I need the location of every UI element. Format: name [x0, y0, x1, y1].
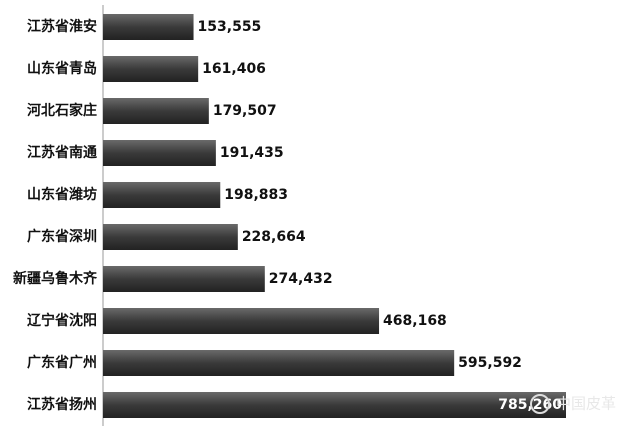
value-label: 595,592 [458, 355, 522, 371]
bar [103, 14, 194, 40]
bar [103, 140, 216, 166]
value-label: 161,406 [202, 61, 266, 77]
category-label: 江苏省淮安 [27, 18, 97, 35]
bar [103, 308, 380, 334]
bar [103, 56, 199, 82]
value-label: 468,168 [383, 313, 447, 329]
category-label: 辽宁省沈阳 [27, 312, 97, 329]
watermark-icon [530, 394, 550, 414]
bar [103, 392, 566, 418]
category-label: 广东省深圳 [27, 228, 97, 245]
category-label: 山东省青岛 [27, 60, 97, 77]
value-label: 179,507 [213, 103, 277, 119]
category-label: 新疆乌鲁木齐 [13, 270, 98, 287]
watermark-text: 中国皮革 [556, 395, 616, 413]
category-label: 广东省广州 [27, 354, 97, 371]
bar [103, 224, 238, 250]
category-label: 江苏省扬州 [27, 396, 97, 413]
bar [103, 98, 209, 124]
watermark: 中国皮革 [530, 394, 616, 414]
bar [103, 182, 221, 208]
value-label: 191,435 [220, 145, 284, 161]
bar [103, 350, 455, 376]
category-label: 河北石家庄 [27, 102, 97, 119]
value-label: 198,883 [224, 187, 288, 203]
category-label: 山东省潍坊 [27, 186, 97, 203]
value-label: 274,432 [269, 271, 333, 287]
category-label: 江苏省南通 [27, 144, 97, 161]
value-label: 153,555 [198, 19, 262, 35]
value-label: 228,664 [242, 229, 306, 245]
bar [103, 266, 265, 292]
